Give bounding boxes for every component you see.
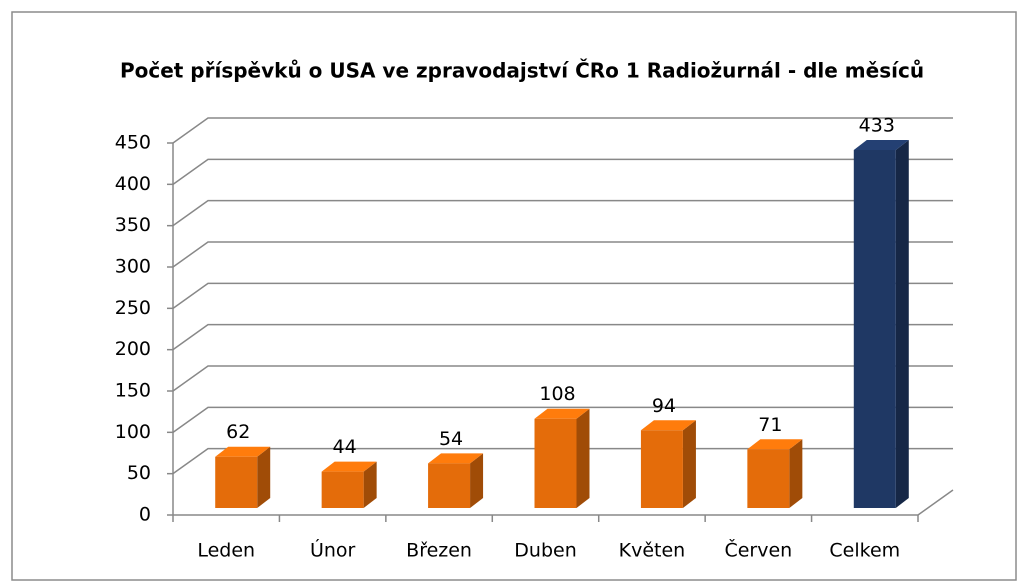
x-tick-label: Celkem bbox=[829, 540, 900, 562]
data-label: 62 bbox=[226, 421, 250, 443]
bar-top bbox=[747, 439, 803, 450]
bar bbox=[215, 446, 271, 508]
y-tick-label: 0 bbox=[139, 504, 151, 526]
bar-top bbox=[640, 420, 696, 431]
grid-line bbox=[172, 241, 953, 268]
y-tick-label: 400 bbox=[115, 173, 151, 195]
grid-line bbox=[172, 447, 953, 475]
bar-side bbox=[470, 453, 484, 508]
x-tick-label: Duben bbox=[514, 540, 576, 562]
bar-front bbox=[534, 418, 577, 508]
data-label: 433 bbox=[859, 115, 895, 137]
data-label: 44 bbox=[333, 436, 357, 458]
x-tick-label: Únor bbox=[310, 538, 356, 562]
y-tick-label: 350 bbox=[115, 214, 151, 236]
bar-front bbox=[321, 471, 364, 508]
bar-top bbox=[215, 446, 271, 457]
x-tick-label: Březen bbox=[406, 540, 472, 562]
bar-side bbox=[682, 420, 696, 508]
bar-front bbox=[428, 463, 471, 508]
bar-side bbox=[257, 446, 271, 508]
chart-title: Počet příspěvků o USA ve zpravodajství Č… bbox=[120, 59, 924, 83]
bar-front bbox=[853, 150, 896, 508]
grid-line bbox=[172, 199, 953, 227]
bar-front bbox=[215, 456, 258, 508]
grid-line bbox=[172, 158, 953, 185]
x-tick-label: Leden bbox=[197, 540, 255, 562]
bar bbox=[534, 408, 590, 508]
bar-side bbox=[363, 461, 377, 508]
grid-line bbox=[172, 117, 953, 144]
grid-line bbox=[172, 323, 953, 351]
x-tick-label: Květen bbox=[619, 540, 686, 562]
data-label: 54 bbox=[439, 428, 463, 450]
bar-top bbox=[428, 453, 484, 464]
grid-line bbox=[172, 365, 953, 392]
y-tick-label: 50 bbox=[127, 462, 151, 484]
bar bbox=[853, 140, 909, 508]
y-tick-label: 150 bbox=[115, 380, 151, 402]
bar-top bbox=[853, 140, 909, 151]
data-label: 108 bbox=[539, 383, 575, 405]
y-tick-label: 450 bbox=[115, 132, 151, 154]
data-label: 94 bbox=[652, 395, 676, 417]
bar-top bbox=[321, 461, 377, 472]
bar bbox=[640, 420, 696, 508]
bar-side bbox=[576, 408, 590, 508]
bar bbox=[747, 439, 803, 508]
bar-top bbox=[534, 408, 590, 419]
y-tick-label: 250 bbox=[115, 297, 151, 319]
y-tick-label: 300 bbox=[115, 256, 151, 278]
grid-line bbox=[172, 282, 953, 309]
bar-side bbox=[789, 439, 803, 508]
bar-side bbox=[895, 140, 909, 508]
chart-frame bbox=[11, 11, 1017, 581]
grid-line bbox=[172, 406, 953, 433]
y-tick-label: 100 bbox=[115, 421, 151, 443]
data-label: 71 bbox=[758, 414, 782, 436]
bar bbox=[321, 461, 377, 508]
bar-front bbox=[747, 449, 790, 508]
bar bbox=[428, 453, 484, 508]
y-tick-label: 200 bbox=[115, 338, 151, 360]
bar-front bbox=[640, 430, 683, 508]
x-tick-label: Červen bbox=[724, 538, 792, 562]
